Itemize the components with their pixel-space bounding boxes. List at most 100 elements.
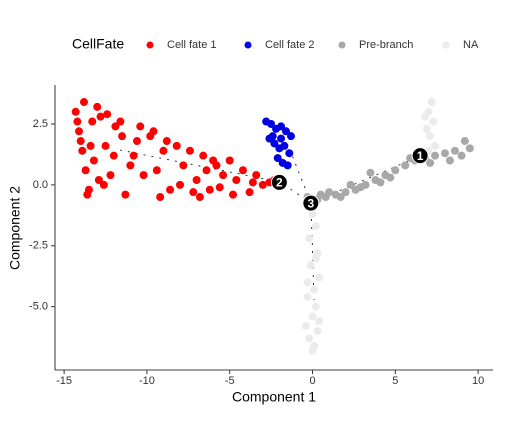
point xyxy=(336,193,345,202)
point xyxy=(277,134,286,143)
legend-marker xyxy=(244,41,252,49)
point xyxy=(280,141,289,150)
legend-marker xyxy=(338,41,346,49)
point xyxy=(94,176,103,184)
point xyxy=(426,158,435,167)
point xyxy=(202,166,211,175)
branch-point xyxy=(270,173,288,191)
point xyxy=(313,327,322,336)
point xyxy=(429,117,438,126)
point xyxy=(232,176,241,184)
point xyxy=(189,188,198,197)
point xyxy=(308,312,317,321)
point xyxy=(366,168,375,177)
x-axis-label: Component 1 xyxy=(232,389,316,405)
point xyxy=(440,149,449,158)
point xyxy=(282,127,291,136)
point xyxy=(427,98,436,107)
point xyxy=(176,180,185,189)
branch-label: 2 xyxy=(276,176,283,190)
point xyxy=(225,156,234,165)
point xyxy=(267,119,276,128)
point xyxy=(431,151,440,160)
point xyxy=(103,110,112,119)
point xyxy=(305,234,314,243)
point xyxy=(109,151,118,160)
legend-label: NA xyxy=(463,39,479,51)
series xyxy=(71,98,279,202)
legend-marker xyxy=(146,41,154,49)
point xyxy=(301,322,310,331)
point xyxy=(93,102,102,111)
point xyxy=(308,210,317,219)
point xyxy=(199,151,208,160)
point xyxy=(356,183,365,192)
point xyxy=(315,317,324,326)
point xyxy=(129,151,138,160)
point xyxy=(106,171,115,180)
point xyxy=(159,146,168,155)
point xyxy=(386,173,395,182)
series xyxy=(303,137,474,204)
point xyxy=(116,117,125,126)
point xyxy=(229,190,238,199)
legend-marker xyxy=(442,41,450,49)
point xyxy=(465,144,474,153)
point xyxy=(311,222,320,231)
point xyxy=(111,122,120,131)
y-axis-label: Component 2 xyxy=(7,186,23,270)
point xyxy=(166,185,175,194)
point xyxy=(305,334,314,343)
point xyxy=(401,161,410,170)
point xyxy=(285,149,294,158)
point xyxy=(431,141,440,150)
point xyxy=(195,193,204,202)
point xyxy=(303,278,312,287)
point xyxy=(75,127,84,136)
point xyxy=(341,188,350,197)
point xyxy=(86,141,95,150)
point xyxy=(139,171,148,180)
point xyxy=(76,137,85,146)
point xyxy=(99,180,108,189)
series xyxy=(262,117,295,170)
x-tick-label: -5 xyxy=(225,375,235,387)
point xyxy=(346,180,355,189)
point xyxy=(136,122,145,131)
x-tick-label: 10 xyxy=(472,375,484,387)
point xyxy=(88,117,97,126)
point xyxy=(96,112,105,121)
branch-point xyxy=(302,194,320,212)
point xyxy=(209,156,218,165)
point xyxy=(215,183,224,192)
point xyxy=(457,151,466,160)
point xyxy=(238,166,247,175)
legend-label: Cell fate 1 xyxy=(167,39,217,51)
point xyxy=(71,107,80,116)
point xyxy=(277,122,286,131)
series xyxy=(301,98,440,355)
y-tick-label: -2.5 xyxy=(29,240,48,252)
point xyxy=(286,132,295,141)
point xyxy=(268,132,277,141)
point xyxy=(308,346,317,355)
point xyxy=(450,146,459,155)
point xyxy=(270,139,279,148)
point xyxy=(89,156,98,165)
point xyxy=(316,190,325,199)
point xyxy=(179,161,188,170)
point xyxy=(83,190,92,199)
point xyxy=(311,253,320,262)
point xyxy=(422,124,431,133)
branch-point xyxy=(411,147,429,165)
branch-label: 1 xyxy=(417,149,424,163)
point xyxy=(306,261,315,270)
y-tick-label: 2.5 xyxy=(33,118,48,130)
trajectory xyxy=(119,149,421,301)
point xyxy=(126,161,135,170)
point xyxy=(172,141,181,150)
y-tick-label: -5.0 xyxy=(29,301,48,313)
point xyxy=(245,188,254,197)
point xyxy=(252,171,261,180)
point xyxy=(101,141,110,150)
